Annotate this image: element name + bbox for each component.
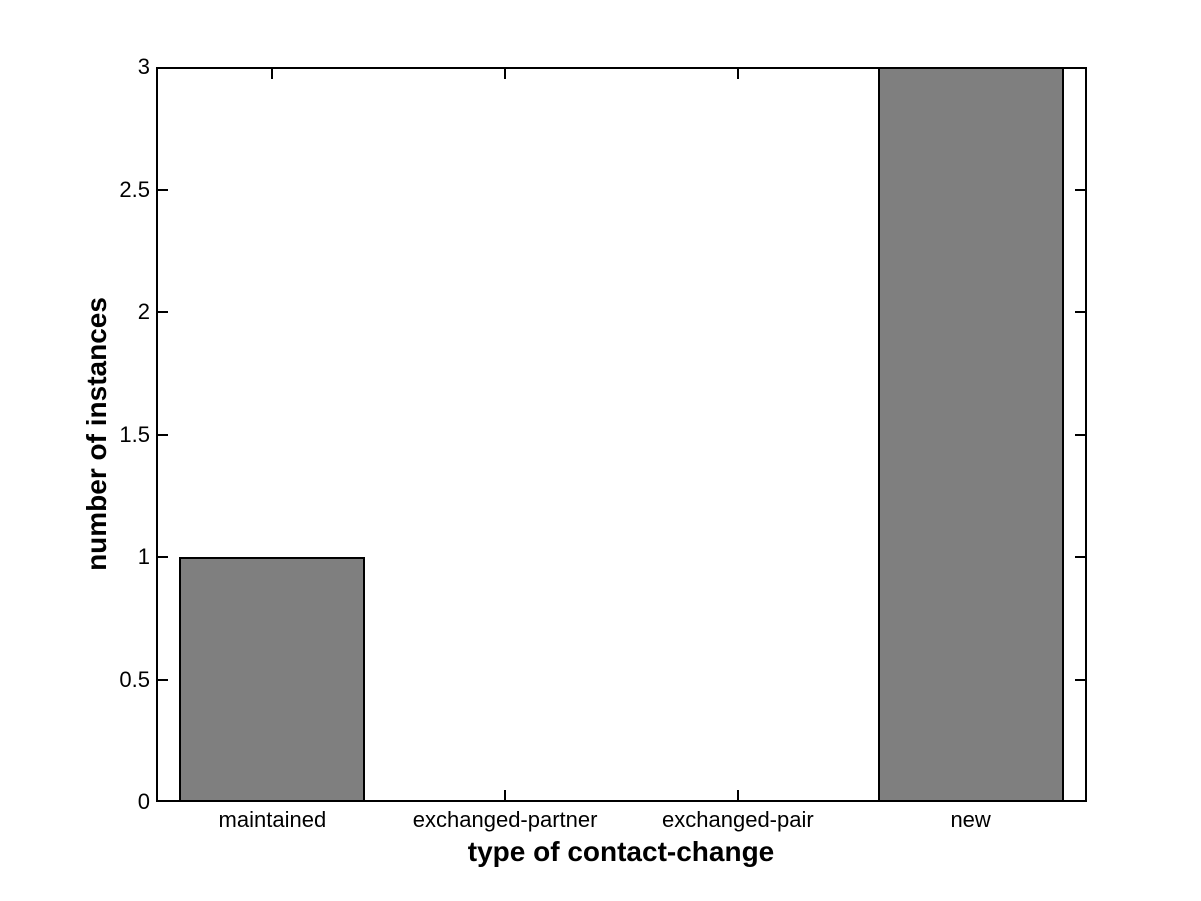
x-tick-mark-top — [736, 69, 739, 79]
y-tick-label: 2.5 — [119, 176, 150, 202]
x-tick-mark-top — [504, 69, 507, 79]
y-tick-mark-right — [1075, 188, 1085, 191]
y-tick-label: 1.5 — [119, 421, 150, 447]
bar-new — [877, 67, 1064, 802]
y-tick-mark-right — [1075, 433, 1085, 436]
y-tick-mark-left — [158, 678, 168, 681]
x-tick-mark-bottom — [504, 790, 507, 800]
y-tick-mark-right — [1075, 311, 1085, 313]
x-tick-label-maintained: maintained — [218, 807, 327, 832]
x-tick-label-new: new — [950, 807, 991, 832]
y-tick-mark-left — [158, 188, 168, 191]
plot-area — [156, 67, 1087, 802]
x-tick-mark-bottom — [736, 790, 739, 800]
y-tick-label: 0.5 — [119, 666, 150, 692]
bar-maintained — [179, 557, 366, 802]
x-tick-label-exchanged-partner: exchanged-partner — [412, 807, 598, 832]
y-tick-label: 2 — [137, 299, 150, 324]
x-axis-label: type of contact-change — [467, 836, 775, 867]
y-tick-label: 3 — [137, 54, 150, 79]
x-tick-mark-top — [271, 69, 274, 79]
y-tick-label: 0 — [137, 789, 150, 814]
y-tick-mark-left — [158, 433, 168, 436]
y-tick-mark-left — [158, 556, 168, 558]
y-tick-mark-right — [1075, 556, 1085, 558]
x-tick-label-exchanged-pair: exchanged-pair — [662, 807, 814, 832]
y-tick-mark-right — [1075, 678, 1085, 681]
y-tick-mark-left — [158, 311, 168, 313]
y-tick-label: 1 — [137, 544, 150, 569]
